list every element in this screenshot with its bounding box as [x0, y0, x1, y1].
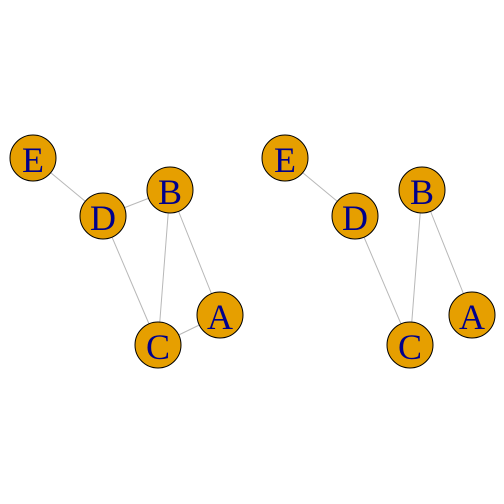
- node-label: C: [146, 327, 170, 367]
- node-d: D: [79, 192, 127, 240]
- node-a: A: [196, 291, 244, 339]
- node-circle: [79, 192, 127, 240]
- node-label: D: [90, 198, 116, 238]
- node-circle: [146, 166, 194, 214]
- node-e: E: [261, 134, 309, 182]
- edge-b-c: [409, 189, 423, 346]
- node-label: E: [274, 140, 296, 180]
- node-circle: [9, 134, 57, 182]
- node-c: C: [134, 321, 182, 369]
- node-e: E: [9, 134, 57, 182]
- node-label: B: [158, 172, 182, 212]
- node-label: A: [207, 297, 233, 337]
- node-circle: [134, 321, 182, 369]
- node-d: D: [331, 192, 379, 240]
- node-b: B: [146, 166, 194, 214]
- node-a: A: [448, 291, 496, 339]
- node-circle: [261, 134, 309, 182]
- node-circle: [448, 291, 496, 339]
- node-group: E D B AC: [9, 134, 244, 369]
- graph-panel-left: E D B AC: [9, 134, 244, 369]
- node-circle: [196, 291, 244, 339]
- node-label: C: [398, 327, 422, 367]
- graph-panel-right: E D B AC: [261, 134, 496, 369]
- node-label: E: [22, 140, 44, 180]
- node-group: E D B AC: [261, 134, 496, 369]
- node-circle: [331, 192, 379, 240]
- node-circle: [386, 321, 434, 369]
- node-label: B: [410, 172, 434, 212]
- node-label: A: [459, 297, 485, 337]
- node-c: C: [386, 321, 434, 369]
- node-label: D: [342, 198, 368, 238]
- edge-b-c: [157, 189, 171, 346]
- node-b: B: [398, 166, 446, 214]
- node-circle: [398, 166, 446, 214]
